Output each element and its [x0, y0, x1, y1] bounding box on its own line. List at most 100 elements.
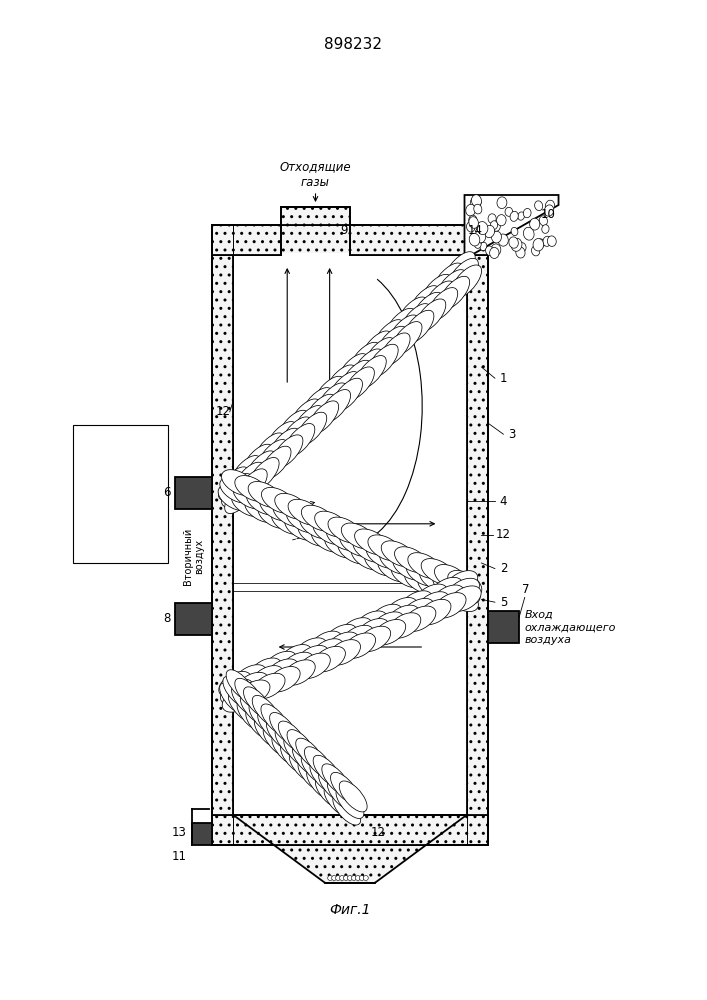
- Ellipse shape: [510, 211, 518, 221]
- Ellipse shape: [491, 221, 498, 230]
- Bar: [192, 822, 212, 845]
- Ellipse shape: [336, 788, 364, 818]
- Ellipse shape: [251, 666, 284, 691]
- Ellipse shape: [387, 605, 419, 631]
- Ellipse shape: [284, 424, 315, 457]
- Ellipse shape: [393, 554, 427, 580]
- Ellipse shape: [511, 238, 522, 251]
- Ellipse shape: [243, 687, 271, 718]
- Ellipse shape: [397, 297, 428, 330]
- Ellipse shape: [293, 406, 324, 439]
- Ellipse shape: [341, 360, 371, 394]
- Ellipse shape: [325, 532, 358, 558]
- Ellipse shape: [327, 525, 361, 551]
- Ellipse shape: [298, 760, 326, 791]
- Ellipse shape: [221, 679, 253, 705]
- Ellipse shape: [439, 276, 469, 310]
- Ellipse shape: [467, 222, 475, 232]
- Bar: [73, 425, 168, 563]
- Ellipse shape: [547, 236, 556, 246]
- Ellipse shape: [266, 422, 297, 455]
- Bar: [488, 611, 519, 643]
- Ellipse shape: [249, 658, 281, 683]
- Ellipse shape: [368, 535, 402, 561]
- Ellipse shape: [225, 480, 255, 514]
- Ellipse shape: [252, 673, 285, 699]
- Text: Фиг.1: Фиг.1: [329, 903, 370, 917]
- Ellipse shape: [469, 233, 480, 246]
- Ellipse shape: [339, 876, 344, 880]
- Ellipse shape: [395, 547, 428, 573]
- Ellipse shape: [358, 626, 391, 652]
- Ellipse shape: [296, 645, 329, 671]
- Ellipse shape: [445, 252, 475, 285]
- Ellipse shape: [308, 401, 339, 434]
- Ellipse shape: [543, 236, 551, 246]
- Text: 5: 5: [500, 596, 507, 609]
- Ellipse shape: [391, 562, 425, 588]
- Ellipse shape: [356, 356, 386, 389]
- Ellipse shape: [248, 482, 282, 507]
- Ellipse shape: [523, 227, 534, 240]
- Ellipse shape: [446, 578, 480, 604]
- Text: Теплоноситель: Теплоноситель: [77, 483, 165, 493]
- Ellipse shape: [235, 678, 263, 709]
- Ellipse shape: [233, 483, 267, 509]
- Ellipse shape: [258, 711, 286, 741]
- Ellipse shape: [313, 755, 341, 786]
- Text: 6: 6: [163, 487, 170, 499]
- Ellipse shape: [364, 338, 395, 371]
- Ellipse shape: [448, 586, 481, 611]
- Ellipse shape: [313, 519, 347, 545]
- Ellipse shape: [298, 521, 332, 546]
- Ellipse shape: [288, 499, 322, 525]
- Ellipse shape: [283, 660, 315, 685]
- Ellipse shape: [388, 315, 419, 348]
- Text: 11: 11: [172, 850, 187, 863]
- Ellipse shape: [266, 659, 298, 684]
- Ellipse shape: [255, 717, 282, 748]
- Bar: [212, 815, 488, 845]
- Text: Отходящие
газы: Отходящие газы: [280, 160, 351, 189]
- Ellipse shape: [516, 247, 525, 258]
- Ellipse shape: [430, 577, 462, 603]
- Ellipse shape: [419, 566, 453, 592]
- Ellipse shape: [403, 606, 436, 632]
- Ellipse shape: [311, 639, 344, 664]
- Text: 8: 8: [163, 612, 170, 626]
- Ellipse shape: [223, 676, 251, 707]
- Ellipse shape: [261, 704, 289, 735]
- Ellipse shape: [278, 410, 308, 444]
- Ellipse shape: [254, 433, 285, 466]
- Ellipse shape: [400, 304, 431, 337]
- Ellipse shape: [448, 258, 479, 292]
- Ellipse shape: [344, 876, 349, 880]
- Ellipse shape: [220, 683, 247, 714]
- Ellipse shape: [451, 265, 481, 298]
- Text: Первичный
воздух: Первичный воздух: [99, 530, 165, 552]
- Ellipse shape: [305, 747, 332, 778]
- Ellipse shape: [302, 388, 332, 421]
- Ellipse shape: [353, 537, 387, 562]
- Ellipse shape: [281, 652, 313, 678]
- Ellipse shape: [371, 612, 404, 637]
- Text: 13: 13: [172, 826, 187, 840]
- Bar: [281, 207, 350, 255]
- Ellipse shape: [263, 726, 291, 757]
- Ellipse shape: [415, 299, 446, 332]
- Ellipse shape: [474, 204, 482, 214]
- Ellipse shape: [301, 753, 329, 784]
- Ellipse shape: [311, 526, 345, 552]
- Ellipse shape: [264, 651, 297, 677]
- Ellipse shape: [315, 777, 344, 808]
- Ellipse shape: [431, 580, 465, 606]
- Ellipse shape: [530, 218, 539, 230]
- Bar: [212, 225, 488, 255]
- Ellipse shape: [472, 195, 481, 207]
- Ellipse shape: [240, 693, 268, 724]
- Ellipse shape: [220, 477, 254, 503]
- Bar: [175, 477, 212, 509]
- Ellipse shape: [228, 691, 256, 722]
- Ellipse shape: [445, 571, 478, 596]
- Bar: [212, 225, 488, 845]
